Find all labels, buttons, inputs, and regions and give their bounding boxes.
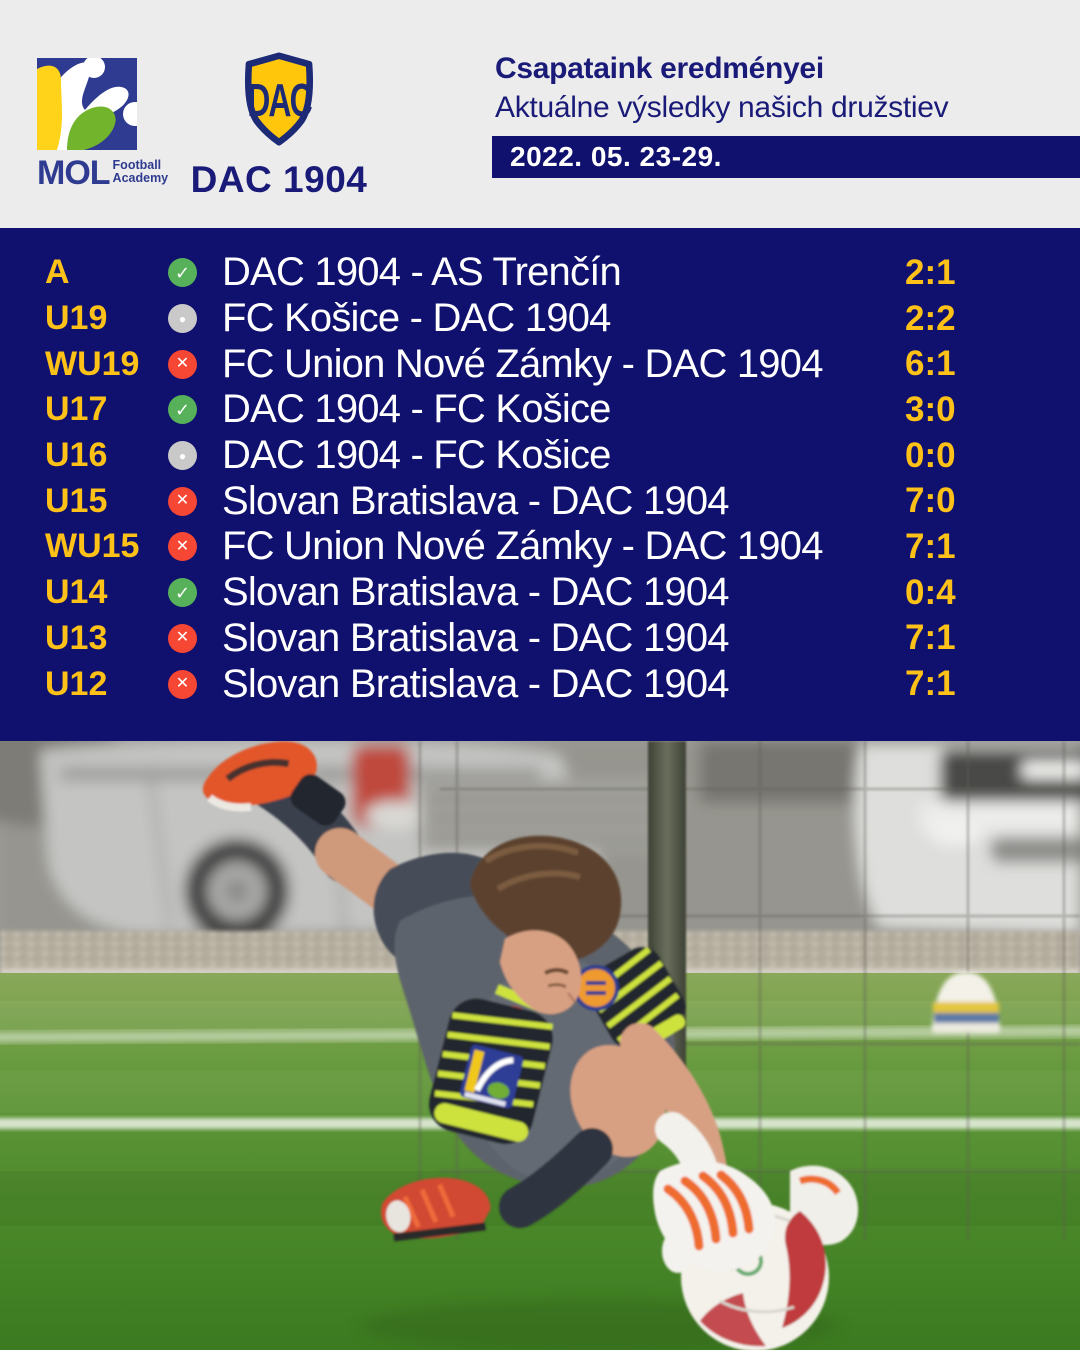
team-label: U15 [45, 481, 108, 520]
result-row: U17 ✓ DAC 1904 - FC Košice 3:0 [45, 387, 1080, 433]
result-row: U16 ● DAC 1904 - FC Košice 0:0 [45, 433, 1080, 479]
header: MOL Football Academy DAC DAC 1904 Csapat… [0, 0, 1080, 228]
left-sleeve [429, 998, 553, 1145]
score-text: 7:1 [905, 618, 956, 658]
loss-cross-icon: ✕ [168, 532, 197, 562]
poster-title: Csapataink eredményei [495, 52, 824, 85]
date-range-text: 2022. 05. 23-29. [510, 141, 722, 172]
score-text: 7:1 [905, 664, 956, 704]
jersey-dac-crest [573, 965, 619, 1011]
match-text: FC Union Nové Zámky - DAC 1904 [222, 341, 823, 386]
match-text: DAC 1904 - AS Trenčín [222, 250, 622, 295]
goalkeeper-photo [0, 741, 1080, 1350]
win-check-icon: ✓ [168, 258, 197, 288]
result-row: U13 ✕ Slovan Bratislava - DAC 1904 7:1 [45, 616, 1080, 662]
match-text: Slovan Bratislava - DAC 1904 [222, 570, 730, 615]
loss-cross-icon: ✕ [168, 623, 197, 653]
result-row: U19 ● FC Košice - DAC 1904 2:2 [45, 296, 1080, 342]
dac-crest-icon: DAC [244, 52, 314, 146]
match-text: DAC 1904 - FC Košice [222, 387, 611, 432]
result-row: WU19 ✕ FC Union Nové Zámky - DAC 1904 6:… [45, 341, 1080, 387]
mol-academy-logo: MOL Football Academy [37, 56, 187, 192]
match-text: Slovan Bratislava - DAC 1904 [222, 661, 730, 706]
score-text: 7:0 [905, 481, 956, 521]
player-top-boot [202, 741, 317, 812]
team-label: U16 [45, 436, 108, 475]
results-board: A ✓ DAC 1904 - AS Trenčín 2:1 U19 ● FC K… [0, 228, 1080, 741]
mol-brand-text: MOL [37, 154, 111, 192]
match-text: FC Košice - DAC 1904 [222, 296, 611, 341]
team-label: WU15 [45, 527, 140, 566]
training-cone [932, 972, 1000, 1033]
mol-sub-line1: Football [112, 158, 162, 172]
dac-crest-letters: DAC [247, 75, 312, 126]
poster-subtitle: Aktuálne výsledky našich družstiev [495, 91, 949, 124]
title-block: Csapataink eredményei Aktuálne výsledky … [495, 52, 1080, 125]
player-second-boot [381, 1177, 491, 1242]
player-head [470, 835, 622, 1015]
score-text: 7:1 [905, 526, 956, 566]
result-row: U15 ✕ Slovan Bratislava - DAC 1904 7:0 [45, 478, 1080, 524]
loss-cross-icon: ✕ [168, 486, 197, 516]
results-list: A ✓ DAC 1904 - AS Trenčín 2:1 U19 ● FC K… [45, 250, 1080, 707]
win-check-icon: ✓ [168, 395, 197, 425]
dac-club-block: DAC DAC 1904 [185, 52, 373, 201]
mol-wordmark: MOL Football Academy [37, 154, 187, 192]
draw-dot-icon: ● [168, 441, 197, 471]
left-glove [653, 1112, 776, 1273]
loss-cross-icon: ✕ [168, 669, 197, 699]
mol-logo-icon [37, 56, 147, 150]
draw-dot-icon: ● [168, 304, 197, 334]
date-range-banner: 2022. 05. 23-29. [492, 136, 1080, 178]
result-row: U14 ✓ Slovan Bratislava - DAC 1904 0:4 [45, 570, 1080, 616]
score-text: 2:1 [905, 252, 956, 292]
team-label: U13 [45, 618, 108, 657]
score-text: 0:0 [905, 435, 956, 475]
mol-sleeve-patch [460, 1044, 524, 1109]
team-label: U12 [45, 664, 108, 703]
dac-club-name: DAC 1904 [190, 159, 368, 200]
team-label: A [45, 253, 70, 292]
match-text: Slovan Bratislava - DAC 1904 [222, 478, 730, 523]
loss-cross-icon: ✕ [168, 349, 197, 379]
match-text: DAC 1904 - FC Košice [222, 433, 611, 478]
team-label: U19 [45, 299, 108, 338]
team-label: WU19 [45, 344, 140, 383]
goalkeeper-player [202, 741, 859, 1350]
result-row: WU15 ✕ FC Union Nové Zámky - DAC 1904 7:… [45, 524, 1080, 570]
match-text: Slovan Bratislava - DAC 1904 [222, 615, 730, 660]
score-text: 6:1 [905, 344, 956, 384]
result-row: A ✓ DAC 1904 - AS Trenčín 2:1 [45, 250, 1080, 296]
score-text: 2:2 [905, 298, 956, 338]
player-shin-sock [499, 1128, 613, 1228]
result-row: U12 ✕ Slovan Bratislava - DAC 1904 7:1 [45, 661, 1080, 707]
win-check-icon: ✓ [168, 578, 197, 608]
team-label: U14 [45, 573, 108, 612]
score-text: 0:4 [905, 572, 956, 612]
match-text: FC Union Nové Zámky - DAC 1904 [222, 524, 823, 569]
team-label: U17 [45, 390, 108, 429]
score-text: 3:0 [905, 389, 956, 429]
mol-sub-line2: Academy [112, 171, 169, 186]
